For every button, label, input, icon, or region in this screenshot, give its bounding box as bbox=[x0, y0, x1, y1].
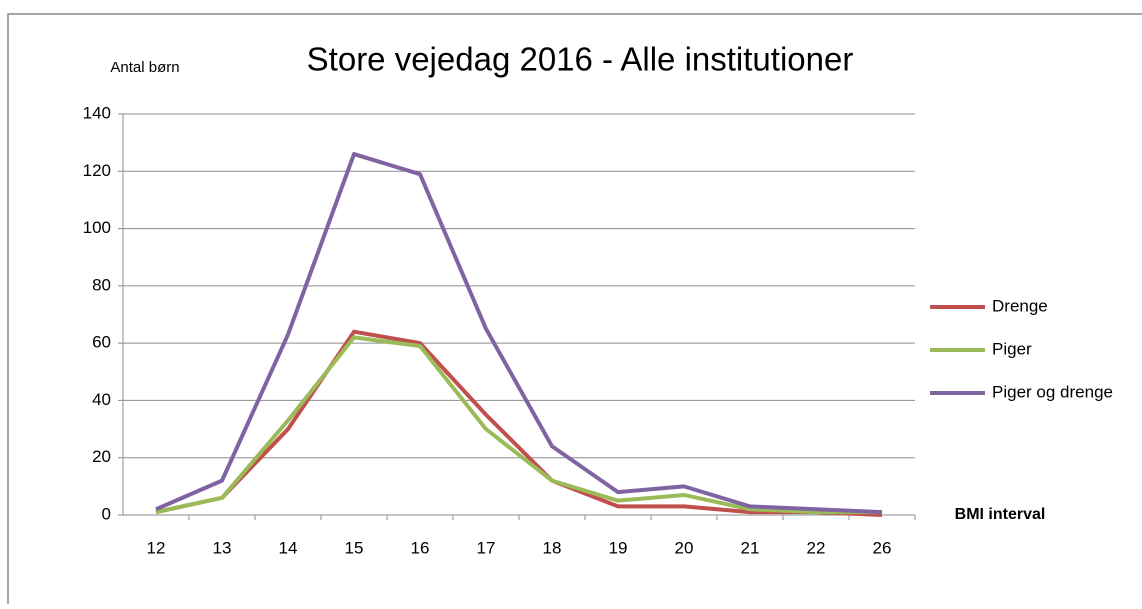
x-tick-label: 12 bbox=[147, 538, 166, 557]
x-tick-label: 22 bbox=[807, 538, 826, 557]
y-tick-label: 40 bbox=[92, 390, 111, 409]
y-tick-label: 60 bbox=[92, 333, 111, 352]
x-tick-label: 16 bbox=[411, 538, 430, 557]
y-tick-label: 100 bbox=[83, 218, 111, 237]
x-tick-label: 20 bbox=[675, 538, 694, 557]
x-tick-label: 17 bbox=[477, 538, 496, 557]
x-axis-label: BMI interval bbox=[955, 506, 1046, 523]
x-tick-label: 21 bbox=[741, 538, 760, 557]
series-line bbox=[155, 335, 882, 515]
y-tick-label: 20 bbox=[92, 447, 111, 466]
y-tick-label: 0 bbox=[102, 504, 111, 523]
chart-frame bbox=[7, 13, 1142, 609]
legend-label: Piger bbox=[992, 339, 1032, 358]
series-line bbox=[155, 152, 883, 515]
y-tick-label: 120 bbox=[83, 161, 111, 180]
legend-label: Drenge bbox=[992, 296, 1048, 315]
x-tick-label: 13 bbox=[213, 538, 232, 557]
x-tick-label: 19 bbox=[609, 538, 628, 557]
y-tick-label: 140 bbox=[83, 103, 111, 122]
y-axis-label: Antal børn bbox=[110, 59, 179, 76]
chart-title: Store vejedag 2016 - Alle institutioner bbox=[307, 41, 854, 78]
x-tick-label: 26 bbox=[873, 538, 892, 557]
y-tick-label: 80 bbox=[92, 275, 111, 294]
x-tick-label: 15 bbox=[345, 538, 364, 557]
series-line bbox=[155, 329, 883, 517]
legend-label: Piger og drenge bbox=[992, 382, 1113, 401]
x-tick-label: 14 bbox=[279, 538, 298, 557]
x-tick-label: 18 bbox=[543, 538, 562, 557]
